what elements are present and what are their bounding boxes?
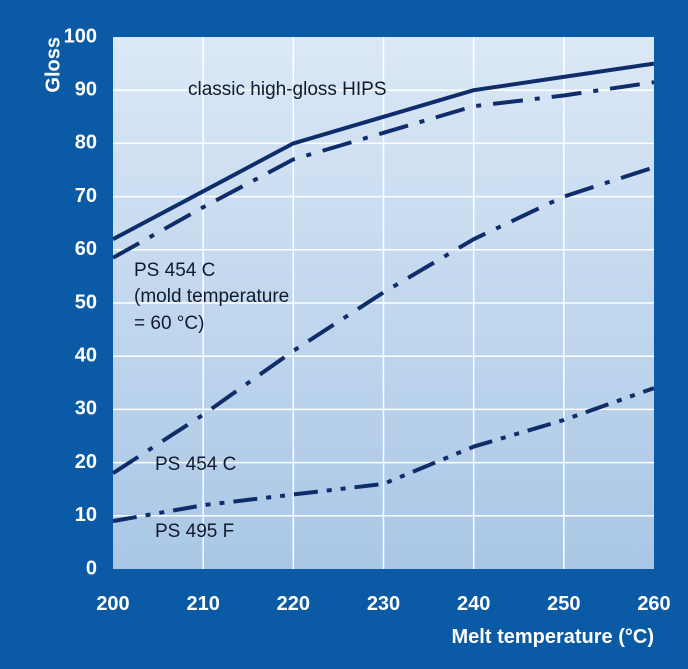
x-tick-label: 240 xyxy=(457,593,490,615)
y-tick-label: 90 xyxy=(75,78,97,100)
x-tick-label: 260 xyxy=(637,593,670,615)
x-tick-label: 220 xyxy=(277,593,310,615)
grid xyxy=(113,37,654,569)
series-lines xyxy=(111,61,655,524)
y-axis-label: Gloss xyxy=(42,37,64,93)
tick-labels: 0 10 20 30 40 50 60 70 80 90 100 200 210 220 230 240 250… xyxy=(64,25,671,615)
x-axis-label: Melt temperature (°C) xyxy=(452,626,654,648)
y-tick-label: 0 xyxy=(86,557,97,579)
annotation-ps454c-mold-line1: PS 454 C xyxy=(134,260,215,281)
annotation-ps495f: PS 495 F xyxy=(155,521,234,542)
y-tick-label: 100 xyxy=(64,25,97,47)
y-tick-label: 10 xyxy=(75,504,97,526)
y-tick-label: 60 xyxy=(75,238,97,260)
annotation-ps454c-mold-line3: = 60 °C) xyxy=(134,313,204,334)
x-tick-label: 210 xyxy=(186,593,219,615)
y-tick-label: 20 xyxy=(75,451,97,473)
series-line-2 xyxy=(112,80,655,260)
y-tick-label: 70 xyxy=(75,185,97,207)
series-line-4 xyxy=(112,386,655,524)
x-tick-label: 250 xyxy=(547,593,580,615)
y-tick-label: 80 xyxy=(75,132,97,154)
y-tick-label: 50 xyxy=(75,291,97,313)
x-tick-label: 200 xyxy=(96,593,129,615)
x-tick-label: 230 xyxy=(367,593,400,615)
annotation-ps454c-mold-line2: (mold temperature xyxy=(134,286,289,307)
annotation-ps454c: PS 454 C xyxy=(155,454,236,475)
y-tick-label: 30 xyxy=(75,398,97,420)
annotation-classic-hips: classic high-gloss HIPS xyxy=(188,79,387,100)
series-line-1 xyxy=(112,61,655,241)
y-tick-label: 40 xyxy=(75,344,97,366)
